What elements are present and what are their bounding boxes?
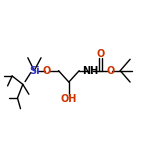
Text: OH: OH — [61, 94, 77, 104]
Text: O: O — [96, 49, 105, 59]
Text: NH: NH — [83, 66, 99, 76]
Text: Si: Si — [29, 66, 40, 76]
Text: O: O — [43, 66, 51, 76]
Text: O: O — [106, 66, 114, 76]
